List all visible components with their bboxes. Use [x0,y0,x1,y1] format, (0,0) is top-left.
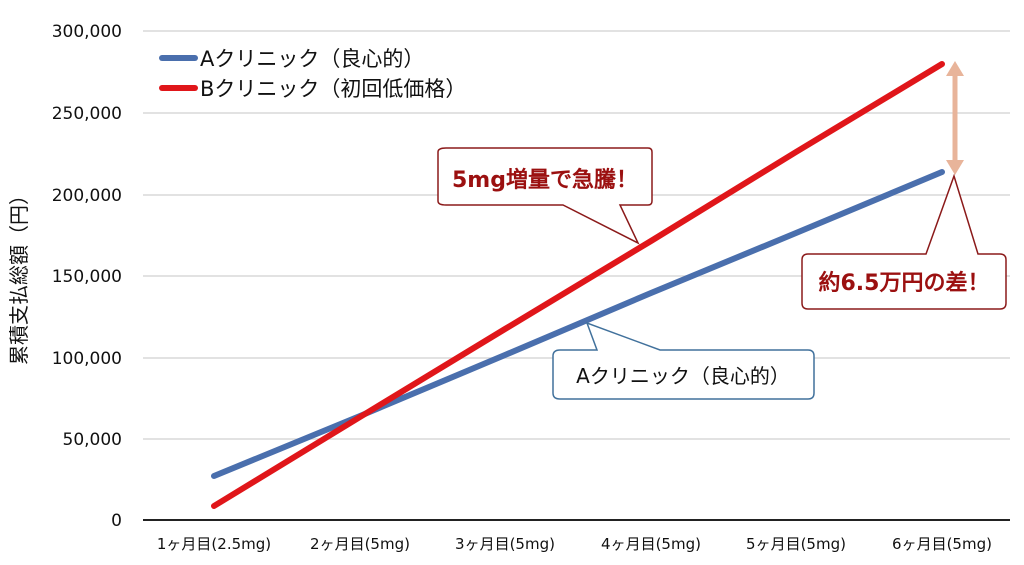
ytick-label: 100,000 [52,349,122,369]
difference-arrow-icon [946,61,964,175]
xtick-label: 2ヶ月目(5mg) [310,535,410,553]
legend-label-a: Aクリニック（良心的） [200,47,424,71]
xtick-label: 5ヶ月目(5mg) [746,535,846,553]
xtick-label: 6ヶ月目(5mg) [892,535,992,553]
ytick-label: 0 [111,511,122,531]
ytick-label: 250,000 [52,104,122,124]
series-b-line [211,61,945,509]
ytick-label: 150,000 [52,267,122,287]
ytick-label: 200,000 [52,186,122,206]
callout-surge-text: 5mg増量で急騰！ [452,167,638,193]
y-axis-title: 累積支払総額（円） [7,185,31,365]
callout-difference-text: 約6.5万円の差！ [819,270,990,296]
callout-surge: 5mg増量で急騰！ [437,147,653,245]
xtick-label: 4ヶ月目(5mg) [601,535,701,553]
ytick-label: 300,000 [52,22,122,42]
legend-label-b: Bクリニック（初回低価格） [200,77,466,101]
xtick-label: 1ヶ月目(2.5mg) [157,535,271,553]
series-a-line [211,169,945,479]
callout-clinic-a-text: Aクリニック（良心的） [576,364,790,388]
y-axis-ticks: 300,000 250,000 200,000 150,000 100,000 … [52,22,122,531]
x-axis-ticks: 1ヶ月目(2.5mg) 2ヶ月目(5mg) 3ヶ月目(5mg) 4ヶ月目(5mg… [157,535,992,553]
xtick-label: 3ヶ月目(5mg) [455,535,555,553]
legend: Aクリニック（良心的） Bクリニック（初回低価格） [159,47,466,101]
ytick-label: 50,000 [63,430,122,450]
callout-clinic-a: Aクリニック（良心的） [552,321,815,400]
callout-difference: 約6.5万円の差！ [801,173,1007,310]
